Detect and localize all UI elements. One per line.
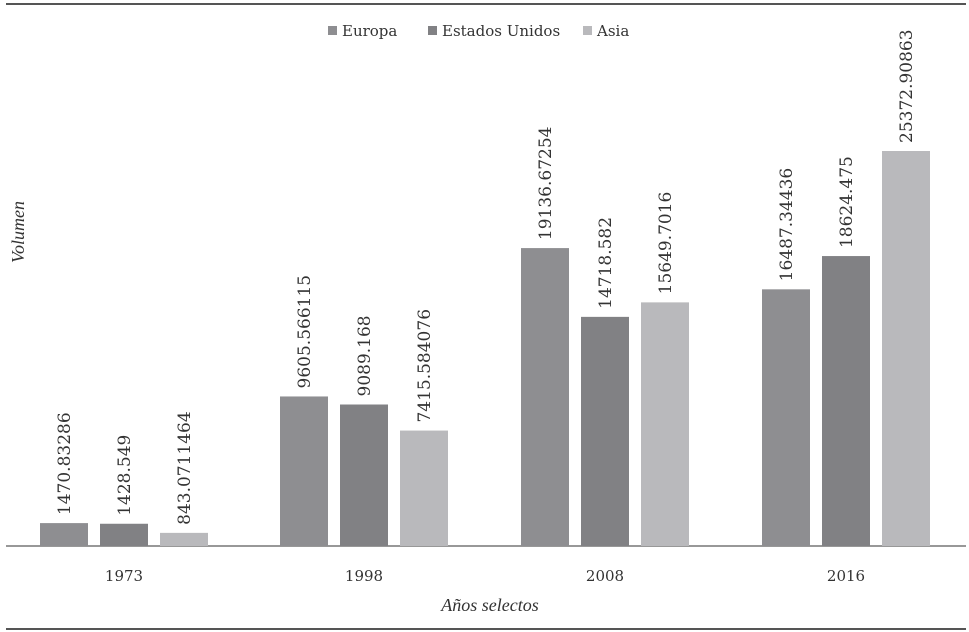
bar-estados-unidos-1998	[340, 404, 388, 546]
x-tick-label-2016: 2016	[827, 567, 865, 585]
bar-europa-2016	[762, 289, 810, 546]
legend-label-europa: Europa	[342, 22, 397, 40]
bar-asia-1998	[400, 430, 448, 546]
legend-swatch-asia	[583, 26, 592, 35]
bars-group	[40, 151, 930, 546]
bar-asia-1973	[160, 532, 208, 546]
y-axis-title: Volumen	[8, 201, 28, 263]
x-tick-label-1998: 1998	[345, 567, 383, 585]
data-label-asia-1998: 7415.584076	[415, 309, 435, 423]
x-tick-label-2008: 2008	[586, 567, 624, 585]
data-label-europa-1973: 1470.83286	[55, 412, 75, 515]
legend: Europa Estados Unidos Asia	[328, 22, 629, 40]
bar-estados-unidos-2016	[822, 256, 870, 546]
bar-estados-unidos-1973	[100, 523, 148, 546]
legend-swatch-europa	[328, 26, 337, 35]
bar-asia-2016	[882, 151, 930, 546]
bar-asia-2008	[641, 302, 689, 546]
bar-estados-unidos-2008	[581, 316, 629, 546]
data-label-estados-unidos-1973: 1428.549	[115, 435, 135, 516]
x-tick-labels-group: 1973 1998 2008 2016	[105, 567, 865, 585]
data-label-europa-1998: 9605.566115	[295, 275, 315, 389]
x-tick-label-1973: 1973	[105, 567, 143, 585]
data-label-asia-2008: 15649.7016	[656, 192, 676, 295]
data-label-estados-unidos-1998: 9089.168	[355, 315, 375, 396]
data-label-asia-1973: 843.0711464	[175, 411, 195, 525]
data-label-estados-unidos-2008: 14718.582	[596, 217, 616, 309]
data-label-estados-unidos-2016: 18624.475	[837, 156, 857, 248]
bar-europa-2008	[521, 248, 569, 546]
bar-europa-1998	[280, 396, 328, 546]
x-axis-title: Años selectos	[440, 595, 538, 615]
data-label-europa-2008: 19136.67254	[536, 127, 556, 241]
bar-europa-1973	[40, 523, 88, 546]
legend-swatch-estados-unidos	[428, 26, 437, 35]
data-labels-group: 1470.83286 1428.549 843.0711464 9605.566115…	[55, 29, 917, 524]
data-label-asia-2016: 25372.90863	[897, 29, 917, 143]
data-label-europa-2016: 16487.34436	[777, 168, 797, 282]
legend-label-estados-unidos: Estados Unidos	[442, 22, 560, 40]
legend-label-asia: Asia	[596, 22, 629, 40]
